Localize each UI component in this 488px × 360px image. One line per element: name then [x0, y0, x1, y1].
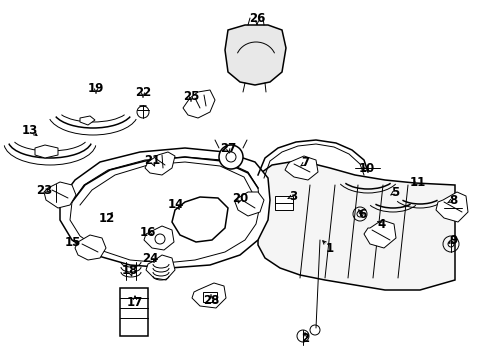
Polygon shape [363, 220, 395, 248]
Text: 20: 20 [231, 192, 247, 204]
Polygon shape [44, 182, 76, 208]
Polygon shape [143, 226, 174, 250]
Text: 10: 10 [358, 162, 374, 175]
Text: 9: 9 [448, 234, 456, 247]
Polygon shape [235, 192, 264, 216]
Polygon shape [435, 192, 467, 222]
Text: 26: 26 [248, 12, 264, 24]
Circle shape [219, 145, 243, 169]
Text: 7: 7 [300, 157, 308, 170]
Polygon shape [70, 157, 260, 263]
Polygon shape [145, 152, 175, 175]
Text: 19: 19 [88, 81, 104, 94]
Text: 27: 27 [220, 141, 236, 154]
Text: 3: 3 [288, 189, 296, 202]
Text: 2: 2 [300, 332, 308, 345]
Text: 13: 13 [22, 123, 38, 136]
Text: 17: 17 [126, 296, 143, 309]
Text: 28: 28 [203, 293, 219, 306]
Polygon shape [172, 197, 227, 242]
Text: 18: 18 [122, 264, 138, 276]
Text: 1: 1 [325, 242, 333, 255]
Text: 15: 15 [65, 235, 81, 248]
Polygon shape [80, 116, 95, 125]
Polygon shape [285, 156, 317, 180]
Polygon shape [224, 25, 285, 85]
Text: 14: 14 [167, 198, 184, 211]
Polygon shape [258, 162, 454, 290]
Text: 25: 25 [183, 90, 199, 103]
Text: 16: 16 [140, 225, 156, 238]
Bar [120, 288, 148, 336]
Text: 24: 24 [142, 252, 158, 265]
Text: 6: 6 [357, 207, 366, 220]
Text: 21: 21 [143, 153, 160, 166]
Text: 23: 23 [36, 184, 52, 197]
Polygon shape [192, 283, 225, 308]
Polygon shape [60, 148, 269, 268]
Polygon shape [183, 90, 215, 118]
Text: 4: 4 [377, 217, 386, 230]
Text: 22: 22 [135, 85, 151, 99]
Bar [203, 292, 217, 302]
Polygon shape [75, 235, 106, 260]
Text: 5: 5 [390, 185, 398, 198]
Text: 11: 11 [409, 175, 425, 189]
Polygon shape [35, 145, 58, 158]
Text: 8: 8 [448, 194, 456, 207]
Polygon shape [146, 255, 175, 280]
Text: 12: 12 [99, 211, 115, 225]
Bar [274, 196, 292, 210]
